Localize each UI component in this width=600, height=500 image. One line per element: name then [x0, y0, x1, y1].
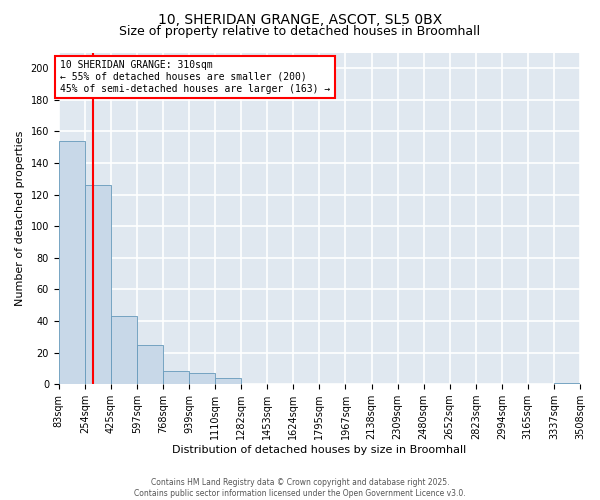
Bar	[137, 344, 163, 384]
Bar	[554, 382, 580, 384]
X-axis label: Distribution of detached houses by size in Broomhall: Distribution of detached houses by size …	[172, 445, 467, 455]
Text: 10, SHERIDAN GRANGE, ASCOT, SL5 0BX: 10, SHERIDAN GRANGE, ASCOT, SL5 0BX	[158, 12, 442, 26]
Bar	[189, 373, 215, 384]
Text: Size of property relative to detached houses in Broomhall: Size of property relative to detached ho…	[119, 25, 481, 38]
Text: 10 SHERIDAN GRANGE: 310sqm
← 55% of detached houses are smaller (200)
45% of sem: 10 SHERIDAN GRANGE: 310sqm ← 55% of deta…	[60, 60, 331, 94]
Y-axis label: Number of detached properties: Number of detached properties	[15, 130, 25, 306]
Bar	[215, 378, 241, 384]
Bar	[163, 372, 189, 384]
Text: Contains HM Land Registry data © Crown copyright and database right 2025.
Contai: Contains HM Land Registry data © Crown c…	[134, 478, 466, 498]
Bar	[59, 141, 85, 384]
Bar	[85, 185, 111, 384]
Bar	[111, 316, 137, 384]
